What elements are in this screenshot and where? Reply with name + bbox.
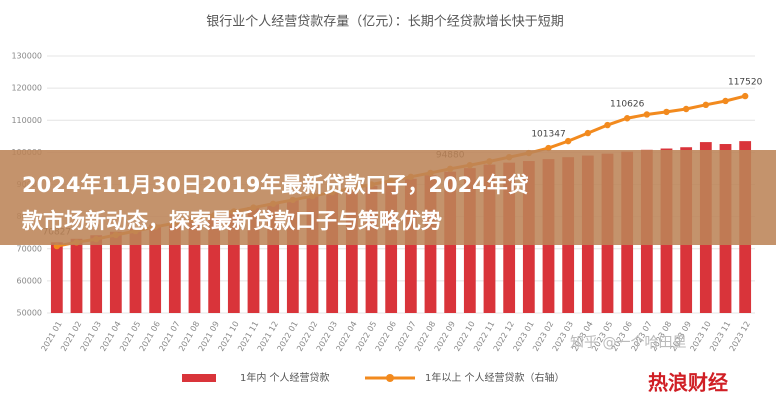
bar	[404, 178, 417, 313]
logo: 热浪财经	[648, 371, 728, 395]
line-point	[584, 129, 592, 137]
bar	[345, 189, 358, 313]
line-point	[545, 144, 552, 152]
line-point	[741, 92, 749, 100]
y-tick-label: 130000	[11, 52, 42, 61]
chart-title: 银行业个人经营贷款存量（亿元）：长期个经贷款增长快于短期	[206, 15, 564, 30]
data-label: 110626	[610, 100, 645, 110]
bar	[109, 231, 122, 313]
bar	[149, 224, 162, 313]
y-tick-label: 110000	[11, 116, 42, 125]
bar	[188, 217, 201, 313]
bar	[208, 214, 221, 313]
legend-swatch	[386, 374, 394, 382]
legend-label: 1年以上 个人经营贷款（右轴）	[425, 371, 565, 384]
y-tick-label: 70000	[17, 244, 42, 253]
bar	[385, 182, 398, 313]
y-tick-label: 50000	[17, 309, 42, 318]
line-point	[702, 101, 710, 109]
line-point	[722, 97, 729, 105]
bar	[267, 203, 280, 313]
bar	[70, 238, 83, 313]
banner	[0, 150, 776, 245]
banner-title: 2024年11月30日2019年最新贷款口子，2024年贷	[22, 173, 529, 197]
logo-bg	[640, 366, 776, 400]
line-point	[643, 111, 651, 118]
bar	[168, 221, 181, 313]
bar	[227, 210, 240, 313]
bar	[326, 192, 339, 313]
bar	[50, 242, 63, 313]
line-point	[663, 108, 670, 116]
watermark: 知乎 @一个哈田里	[570, 334, 686, 351]
line-point	[564, 137, 572, 145]
bar	[90, 235, 103, 313]
data-label: 101347	[531, 130, 565, 140]
line-point	[604, 121, 611, 129]
bar	[286, 199, 299, 313]
banner-title: 款市场新动态，探索最新贷款口子与策略优势	[22, 209, 442, 233]
line-point	[623, 115, 631, 122]
bar	[129, 228, 142, 313]
line-point	[682, 105, 690, 113]
data-label: 117520	[728, 78, 763, 88]
legend-label: 1年内 个人经营贷款	[240, 371, 330, 384]
bar	[247, 206, 260, 313]
bar	[306, 196, 319, 313]
y-tick-label: 120000	[11, 84, 42, 93]
y-tick-label: 60000	[17, 276, 42, 285]
legend-swatch	[182, 374, 216, 382]
bar	[365, 185, 378, 313]
